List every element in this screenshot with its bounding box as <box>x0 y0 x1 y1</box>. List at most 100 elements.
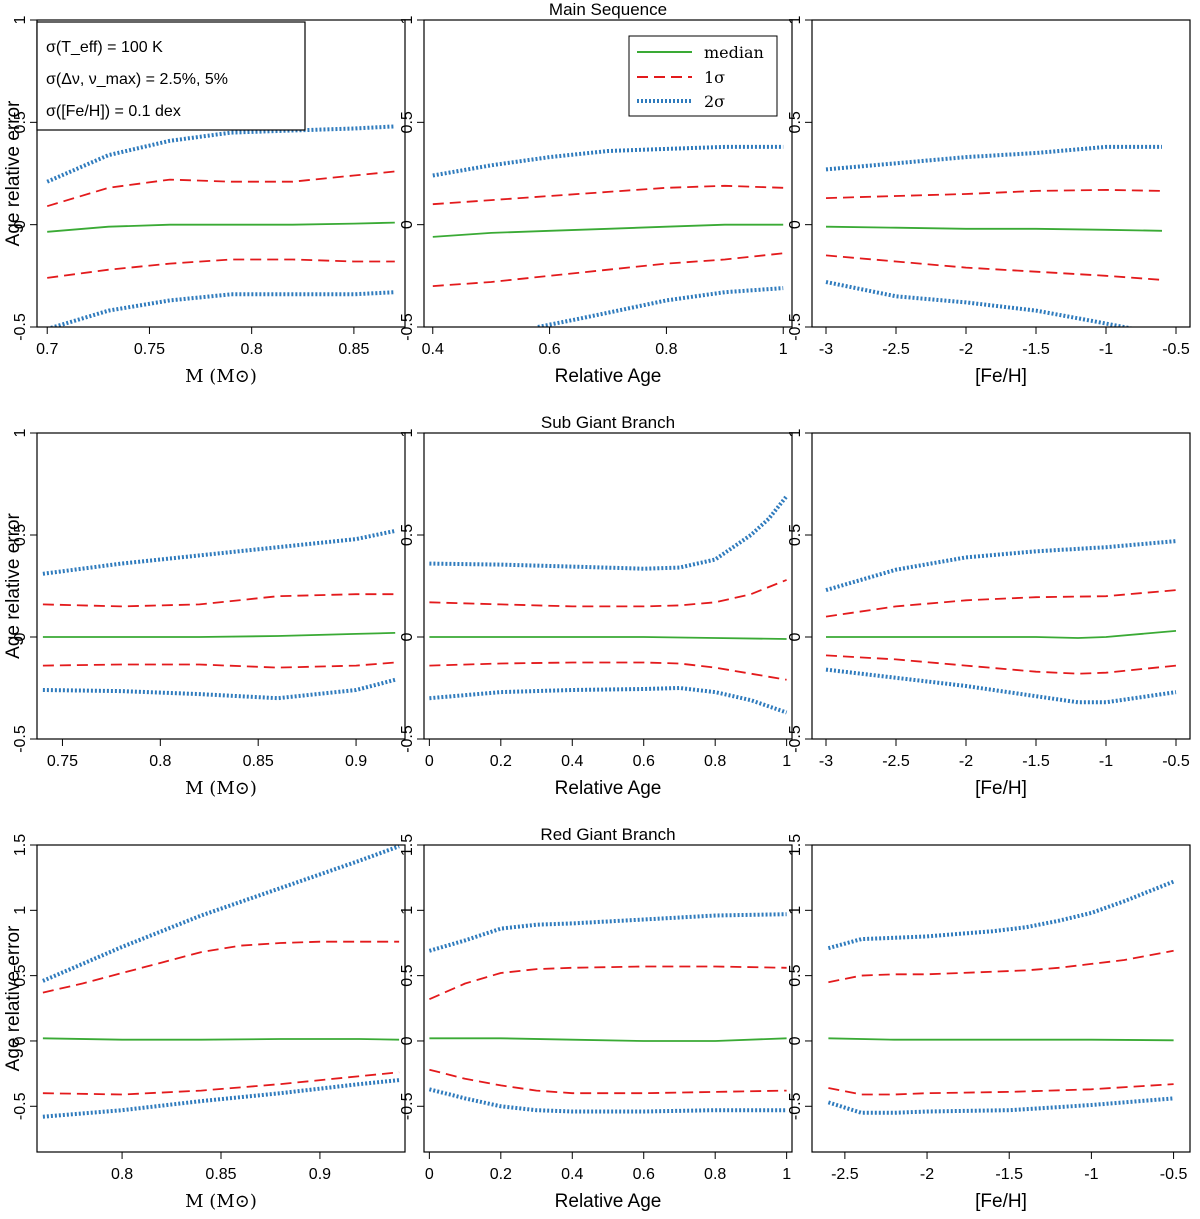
legend-1sigma-label: 1σ <box>704 68 725 87</box>
x-tick-label: 0.4 <box>422 341 444 358</box>
info-box: σ(T_eff) = 100 K σ(Δν, ν_max) = 2.5%, 5%… <box>36 21 306 131</box>
x-tick-label: 0.6 <box>633 753 655 770</box>
x-tick-label: -1.5 <box>1022 753 1050 770</box>
y-tick-label: 1.5 <box>787 834 804 856</box>
series-1sigma-lower <box>825 254 1163 281</box>
y-tick-label: 0.5 <box>12 524 29 546</box>
x-tick-label: 0.85 <box>243 753 274 770</box>
info-box-frame <box>36 21 306 131</box>
y-tick-label: 1 <box>787 906 804 915</box>
y-tick-label: 0 <box>12 632 29 641</box>
series-group <box>827 879 1175 1115</box>
y-tick-label: 0.5 <box>12 964 29 986</box>
x-axis-label: M (M⊙) <box>185 366 257 387</box>
x-axis-label: M (M⊙) <box>185 1191 257 1212</box>
x-axis-label: [Fe/H] <box>975 778 1027 799</box>
series-2sigma-upper <box>827 879 1175 951</box>
x-tick-label: 0.8 <box>111 1166 133 1183</box>
y-tick-label: -0.5 <box>12 725 29 753</box>
plot-frame <box>811 432 1191 740</box>
x-tick-label: 0.6 <box>633 1166 655 1183</box>
series-1sigma-upper <box>828 949 1174 984</box>
x-tick-label: 0 <box>425 753 434 770</box>
x-tick-label: 0.4 <box>561 753 583 770</box>
x-tick-label: -1.5 <box>995 1166 1023 1183</box>
y-tick-label: -0.5 <box>399 725 416 753</box>
plot-frame <box>36 844 406 1153</box>
series-1sigma-lower <box>432 252 784 287</box>
y-tick-label: 0.5 <box>399 524 416 546</box>
series-2sigma-upper <box>42 845 400 983</box>
info-line-seismic: σ(Δν, ν_max) = 2.5%, 5% <box>46 71 228 88</box>
x-tick-label: -2 <box>920 1166 934 1183</box>
series-1sigma-lower <box>42 1071 400 1096</box>
x-axis-label: [Fe/H] <box>975 1191 1027 1212</box>
x-tick-label: 0.9 <box>345 753 367 770</box>
series-2sigma-upper <box>428 912 787 953</box>
series-2sigma-upper <box>429 494 789 571</box>
plot-frame <box>36 432 406 740</box>
y-tick-label: 1 <box>787 15 804 24</box>
y-axis-label: Age relative error <box>3 100 24 246</box>
x-axis-label: Relative Age <box>555 366 662 387</box>
x-tick-label: 0.7 <box>36 341 58 358</box>
series-2sigma-lower <box>825 280 1135 327</box>
panel-title: Main Sequence <box>549 0 667 19</box>
x-tick-label: -2.5 <box>831 1166 859 1183</box>
series-1sigma-lower <box>429 1068 787 1095</box>
x-axis-label: M (M⊙) <box>185 778 257 799</box>
y-tick-label: 0.5 <box>787 524 804 546</box>
series-2sigma-lower <box>42 677 396 701</box>
series-2sigma-lower <box>46 290 395 327</box>
y-tick-label: -0.5 <box>12 313 29 341</box>
series-1sigma-upper <box>825 188 1163 199</box>
y-tick-label: 0 <box>399 632 416 641</box>
x-tick-label: -1 <box>1099 341 1113 358</box>
x-tick-label: 0.2 <box>490 1166 512 1183</box>
y-tick-label: 1 <box>12 15 29 24</box>
series-2sigma-lower <box>42 1078 400 1119</box>
panel-r0-c2: -3 -2.5 -2 -1.5 -1 -0.5 -0.5 0 0.5 1 [Fe/H] <box>787 15 1191 387</box>
y-tick-label: -0.5 <box>787 313 804 341</box>
y-tick-label: 1.5 <box>12 834 29 856</box>
series-median <box>42 1037 400 1041</box>
y-tick-label: 1.5 <box>399 834 416 856</box>
y-tick-label: 0 <box>787 632 804 641</box>
series-2sigma-lower <box>428 1087 787 1114</box>
legend: median 1σ 2σ <box>628 35 778 117</box>
x-tick-label: 0.9 <box>309 1166 331 1183</box>
y-tick-label: 1 <box>399 906 416 915</box>
series-2sigma-upper <box>42 528 396 576</box>
series-median <box>826 630 1177 639</box>
x-tick-label: 0.4 <box>561 1166 583 1183</box>
y-tick-label: 0 <box>787 220 804 229</box>
series-group <box>46 124 395 327</box>
series-1sigma-upper <box>429 965 787 1001</box>
series-2sigma-lower <box>827 1096 1174 1115</box>
x-tick-label: 1 <box>782 1166 791 1183</box>
y-tick-label: 1 <box>399 428 416 437</box>
panel-r2-c2: -2.5 -2 -1.5 -1 -0.5 -0.5 0 0.5 1 1.5 [Fe/H] <box>787 834 1191 1212</box>
series-median <box>429 1037 787 1042</box>
series-1sigma-lower <box>825 654 1177 675</box>
legend-median-label: median <box>704 43 764 62</box>
series-1sigma-upper <box>825 589 1177 618</box>
x-tick-label: 0.85 <box>338 341 369 358</box>
plot-frame <box>423 432 793 740</box>
x-tick-label: -2.5 <box>882 753 910 770</box>
info-line-teff: σ(T_eff) = 100 K <box>46 39 163 56</box>
x-tick-label: -3 <box>819 341 833 358</box>
y-tick-label: 0 <box>399 220 416 229</box>
y-tick-label: 1 <box>787 428 804 437</box>
series-group <box>42 845 400 1119</box>
series-1sigma-upper <box>432 184 784 206</box>
series-1sigma-upper <box>46 170 395 208</box>
series-1sigma-upper <box>42 593 396 608</box>
series-1sigma-lower <box>828 1083 1174 1096</box>
series-median <box>47 221 395 233</box>
x-tick-label: 0.75 <box>47 753 78 770</box>
series-1sigma-upper <box>42 940 400 994</box>
y-axis-label: Age relative error <box>3 925 24 1071</box>
x-tick-label: -3 <box>819 753 833 770</box>
